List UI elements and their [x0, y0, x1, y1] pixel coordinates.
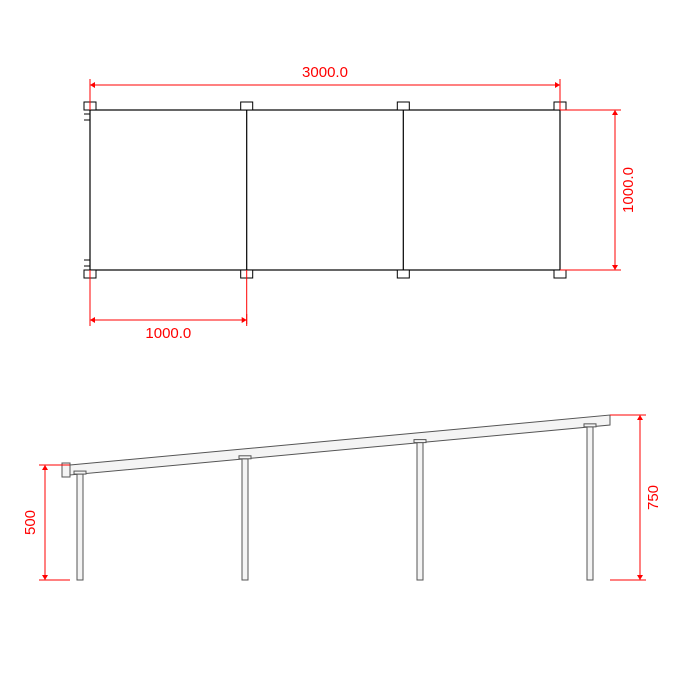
- top-view: [84, 102, 566, 278]
- svg-text:3000.0: 3000.0: [302, 64, 348, 81]
- technical-drawing: 3000.0 1000.0 1000.0 500 750: [0, 0, 700, 700]
- svg-text:1000.0: 1000.0: [620, 167, 637, 213]
- svg-text:1000.0: 1000.0: [145, 325, 191, 342]
- svg-text:500: 500: [22, 510, 39, 535]
- side-view: [62, 415, 610, 580]
- svg-text:750: 750: [645, 485, 662, 510]
